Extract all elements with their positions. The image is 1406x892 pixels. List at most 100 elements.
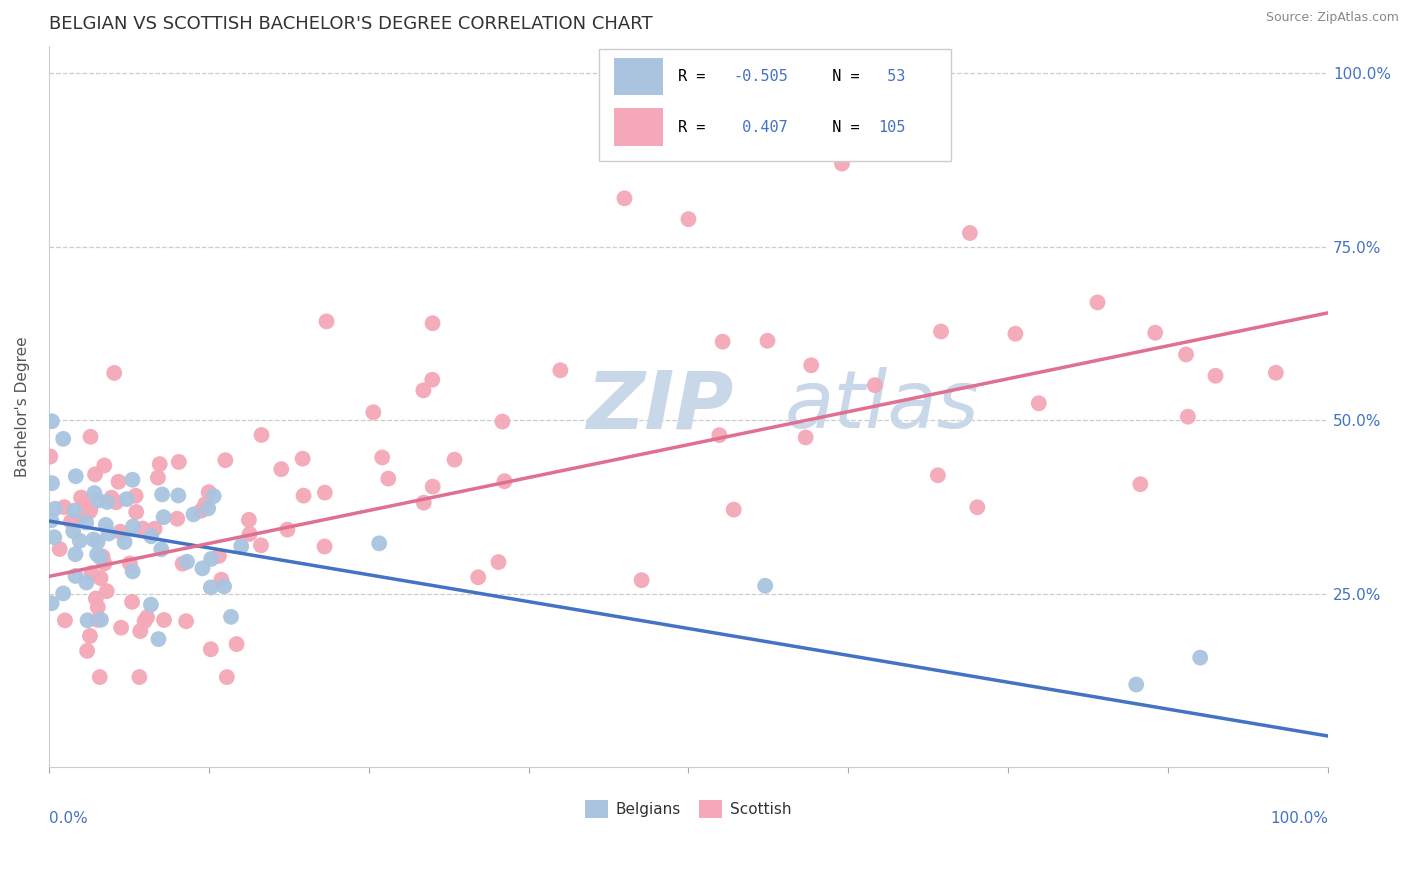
Point xyxy=(121,595,143,609)
Point xyxy=(141,529,163,543)
Point xyxy=(125,489,148,503)
Point xyxy=(149,457,172,471)
Point xyxy=(41,476,63,491)
Point xyxy=(48,541,70,556)
Point xyxy=(118,557,141,571)
Point xyxy=(368,536,391,550)
Point xyxy=(1144,326,1167,340)
Point xyxy=(79,502,101,516)
Point xyxy=(53,500,76,514)
Point xyxy=(443,452,465,467)
Point xyxy=(238,513,260,527)
Point xyxy=(231,539,253,553)
Point xyxy=(39,513,62,527)
Point xyxy=(136,610,159,624)
Point xyxy=(80,566,103,580)
Point xyxy=(1264,366,1286,380)
Point xyxy=(371,450,394,465)
Point xyxy=(110,621,132,635)
Point xyxy=(1004,326,1026,341)
Point xyxy=(467,570,489,584)
Point xyxy=(93,557,115,571)
Point xyxy=(84,591,107,606)
Point xyxy=(723,502,745,516)
Point xyxy=(613,191,636,205)
Point xyxy=(139,598,162,612)
Point xyxy=(153,613,176,627)
Point xyxy=(754,579,776,593)
Point xyxy=(176,555,198,569)
Point xyxy=(863,378,886,392)
Point xyxy=(107,475,129,489)
Point xyxy=(219,610,242,624)
Point xyxy=(70,510,93,524)
Text: 0.407: 0.407 xyxy=(733,120,787,135)
Point xyxy=(82,533,104,547)
Point xyxy=(363,405,385,419)
Point xyxy=(927,468,949,483)
Point xyxy=(97,526,120,541)
Point xyxy=(420,373,443,387)
Point xyxy=(167,488,190,502)
Point xyxy=(114,535,136,549)
Text: 0.0%: 0.0% xyxy=(49,811,87,826)
Point xyxy=(250,428,273,442)
Point xyxy=(292,489,315,503)
Point xyxy=(100,491,122,505)
Point xyxy=(150,487,173,501)
Point xyxy=(122,519,145,533)
Point xyxy=(225,637,247,651)
Point xyxy=(79,629,101,643)
Text: atlas: atlas xyxy=(785,368,979,445)
Point xyxy=(250,538,273,552)
Text: R =: R = xyxy=(678,120,714,135)
Point xyxy=(90,613,112,627)
Text: 105: 105 xyxy=(877,120,905,135)
Point xyxy=(146,471,169,485)
Point xyxy=(214,453,236,467)
Point xyxy=(488,555,510,569)
Point xyxy=(60,515,83,529)
Point xyxy=(148,632,170,646)
Point xyxy=(959,226,981,240)
Point xyxy=(212,579,235,593)
Point xyxy=(678,212,700,227)
Point xyxy=(1125,677,1147,691)
Point xyxy=(412,495,434,509)
Point xyxy=(96,584,118,599)
Point xyxy=(52,586,75,600)
FancyBboxPatch shape xyxy=(599,49,950,161)
Point xyxy=(422,316,444,330)
Point xyxy=(105,495,128,509)
Point xyxy=(65,569,87,583)
Text: 53: 53 xyxy=(877,70,905,84)
Point xyxy=(239,527,262,541)
Point xyxy=(208,549,231,563)
Point xyxy=(103,366,125,380)
Point xyxy=(41,414,63,428)
Point xyxy=(494,474,516,488)
Point xyxy=(93,458,115,473)
Point xyxy=(929,325,952,339)
Point xyxy=(209,573,232,587)
Point xyxy=(166,512,188,526)
Point xyxy=(800,358,823,372)
Point xyxy=(94,517,117,532)
FancyBboxPatch shape xyxy=(614,58,662,95)
Text: -0.505: -0.505 xyxy=(733,70,787,84)
Point xyxy=(73,498,96,512)
Point xyxy=(152,510,174,524)
Text: Source: ZipAtlas.com: Source: ZipAtlas.com xyxy=(1265,11,1399,24)
Point xyxy=(75,516,97,530)
Text: R =: R = xyxy=(678,70,714,84)
Point xyxy=(89,550,111,565)
Point xyxy=(143,522,166,536)
Point xyxy=(69,533,91,548)
Point xyxy=(190,504,212,518)
Point xyxy=(1205,368,1227,383)
Text: N =: N = xyxy=(814,120,869,135)
Point xyxy=(76,644,98,658)
Text: BELGIAN VS SCOTTISH BACHELOR'S DEGREE CORRELATION CHART: BELGIAN VS SCOTTISH BACHELOR'S DEGREE CO… xyxy=(49,15,652,33)
Point xyxy=(79,504,101,518)
Point xyxy=(191,561,214,575)
